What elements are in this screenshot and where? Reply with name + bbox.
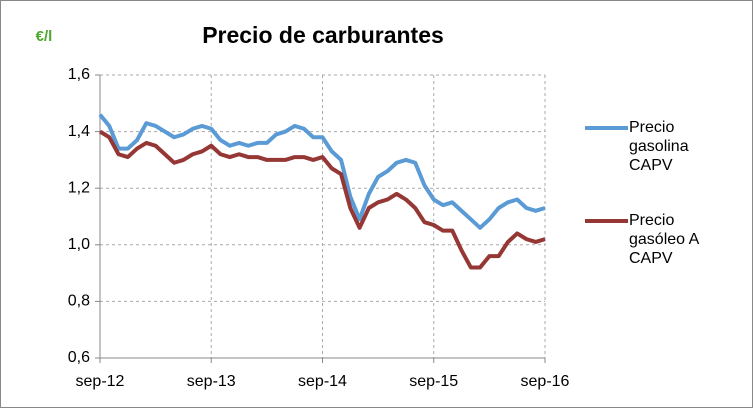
series-line (98, 113, 546, 230)
x-tick-label: sep-15 (409, 373, 458, 390)
y-tick-label: 1,4 (68, 123, 90, 140)
chart-title: Precio de carburantes (202, 22, 444, 48)
x-tick-label: sep-12 (76, 373, 125, 390)
y-axis-label: €/l (36, 28, 53, 45)
y-tick-label: 1,0 (68, 236, 90, 253)
legend-label: Precio gasóleo A CAPV (629, 212, 699, 267)
legend-label: Precio gasolina CAPV (629, 119, 689, 174)
y-tick-label: 0,6 (68, 349, 90, 366)
x-tick-label: sep-13 (187, 373, 236, 390)
x-tick-label: sep-16 (521, 373, 570, 390)
y-tick-label: 1,2 (68, 179, 90, 196)
y-tick-label: 0,8 (68, 293, 90, 310)
x-tick-label: sep-14 (298, 373, 347, 390)
y-tick-label: 1,6 (68, 66, 90, 83)
series-line (98, 129, 546, 270)
